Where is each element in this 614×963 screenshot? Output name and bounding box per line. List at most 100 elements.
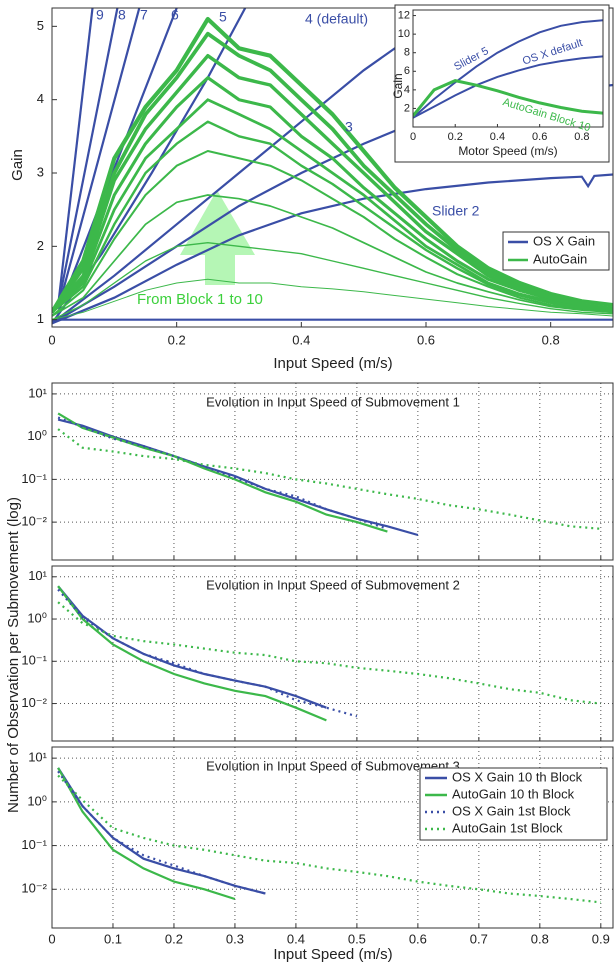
x-axis-label: Input Speed (m/s) (273, 355, 392, 372)
os-x-gain-line (57, 8, 94, 306)
series-line (57, 770, 266, 895)
y-axis-label: Number of Observation per Submovement (l… (5, 497, 22, 813)
autogain-line (52, 242, 614, 321)
y-tick-label: 10⁻² (21, 695, 47, 710)
y-axis-label: Gain (9, 149, 26, 181)
y-tick-label: 10⁻² (21, 514, 47, 529)
inset-line (413, 55, 603, 119)
y-tick-label: 3 (37, 164, 44, 179)
legend-box (419, 767, 608, 841)
inset-x-label: Motor Speed (m/s) (458, 144, 557, 158)
y-tick-label: 8 (404, 47, 410, 59)
os-x-gain-line (57, 8, 141, 309)
y-tick-label: 10 (398, 28, 410, 40)
os-x-gain-line (57, 8, 178, 313)
y-tick-label: 10¹ (28, 750, 47, 765)
series-line (57, 774, 601, 904)
x-tick-label: 0.7 (470, 931, 488, 946)
line-label: 7 (140, 7, 148, 23)
x-tick-label: 0.6 (532, 131, 547, 143)
legend-label: AutoGain (533, 251, 587, 266)
legend-label: OS X Gain (533, 233, 595, 248)
os-x-gain-line (57, 8, 119, 306)
x-tick-label: 0.5 (348, 931, 366, 946)
y-tick-label: 10⁰ (27, 793, 47, 808)
series-line (57, 585, 327, 722)
inset-plot (413, 19, 603, 119)
x-tick-label: 0.2 (448, 131, 463, 143)
x-tick-label: 0.4 (292, 332, 310, 347)
legend-label: AutoGain 10 th Block (452, 786, 575, 801)
inset-frame (394, 4, 610, 163)
y-tick-label: 4 (404, 84, 410, 96)
y-tick-label: 10⁰ (27, 610, 47, 625)
panel-title: Evolution in Input Speed of Submovement … (206, 394, 460, 409)
y-tick-label: 6 (404, 65, 410, 77)
x-tick-label: 0.2 (165, 931, 183, 946)
panel-2 (52, 566, 613, 741)
inset-axes (412, 9, 604, 128)
y-tick-label: 2 (37, 238, 44, 253)
autogain-line (52, 194, 614, 317)
line-label: 5 (219, 9, 227, 25)
y-tick-label: 10⁻² (21, 881, 47, 896)
autogain-line (52, 278, 614, 321)
y-tick-label: 1 (37, 311, 44, 326)
panel-frame (51, 565, 614, 742)
x-tick-label: 0 (48, 332, 55, 347)
x-tick-label: 0 (48, 931, 55, 946)
annotation: From Block 1 to 10 (137, 291, 263, 308)
series-line (57, 416, 388, 530)
x-tick-label: 0.1 (104, 931, 122, 946)
y-tick-label: 12 (398, 9, 410, 21)
series-line (57, 601, 601, 705)
legend-box (502, 231, 610, 271)
main-plot (52, 8, 614, 325)
x-tick-label: 0.3 (226, 931, 244, 946)
x-tick-label: 0.6 (409, 931, 427, 946)
x-tick-label: 0.8 (531, 931, 549, 946)
x-tick-label: 0.2 (168, 332, 186, 347)
panel-title: Evolution in Input Speed of Submovement … (206, 758, 460, 773)
panel-frame (51, 382, 614, 561)
plot-frame (51, 7, 614, 328)
y-tick-label: 10¹ (28, 568, 47, 583)
x-tick-label: 0 (410, 131, 416, 143)
x-tick-label: 0.8 (542, 332, 560, 347)
inset-line (413, 19, 603, 119)
legend-label: OS X Gain 1st Block (452, 803, 571, 818)
y-tick-label: 10⁰ (27, 428, 47, 443)
y-tick-label: 10⁻¹ (21, 471, 47, 486)
autogain-line (52, 16, 614, 314)
panel-3 (52, 747, 613, 928)
y-tick-label: 10⁻¹ (21, 837, 47, 852)
line-label: 9 (96, 7, 104, 23)
inset-y-label: Gain (391, 73, 405, 98)
series-line (57, 428, 601, 530)
autogain-line (52, 98, 614, 314)
line-label: 4 (default) (305, 11, 368, 27)
inset-line (413, 79, 603, 117)
x-tick-label: 0.6 (417, 332, 435, 347)
x-axis-label: Input Speed (m/s) (273, 946, 392, 963)
line-label: 6 (171, 7, 179, 23)
legend-label: AutoGain 1st Block (452, 820, 563, 835)
autogain-line (52, 53, 614, 314)
y-tick-label: 5 (37, 18, 44, 33)
panel-title: Evolution in Input Speed of Submovement … (206, 577, 460, 592)
x-tick-label: 0.4 (490, 131, 505, 143)
x-tick-label: 0.9 (592, 931, 610, 946)
autogain-line (52, 120, 614, 314)
series-line (57, 767, 266, 895)
x-tick-label: 0.8 (574, 131, 589, 143)
y-tick-label: 10⁻¹ (21, 653, 47, 668)
panel-1 (52, 383, 613, 560)
autogain-line (52, 31, 614, 314)
y-tick-label: 10¹ (28, 385, 47, 400)
series-line (57, 412, 388, 533)
autogain-line (52, 149, 614, 317)
series-line (57, 588, 358, 718)
y-tick-label: 2 (404, 102, 410, 114)
annotation-arrow (180, 190, 255, 285)
